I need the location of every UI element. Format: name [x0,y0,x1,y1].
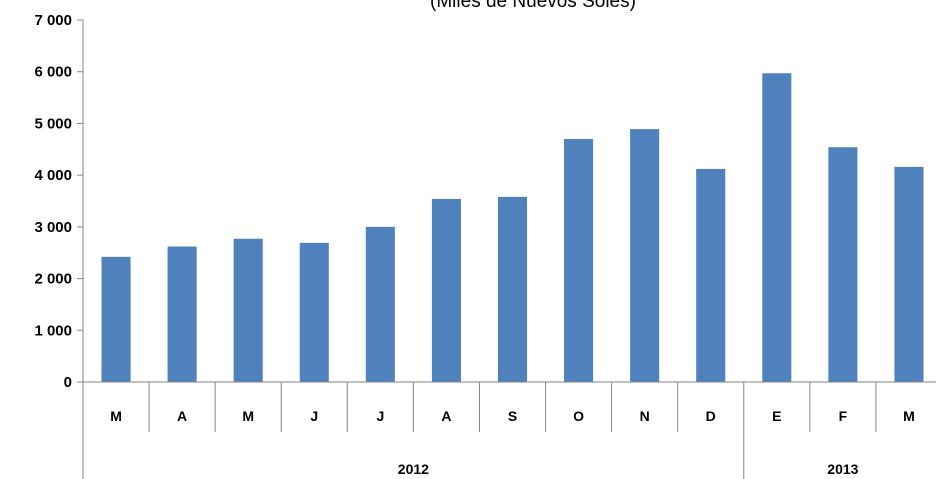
x-tick-label: S [508,408,517,424]
y-tick-label: 2 000 [34,271,72,288]
bar [828,147,858,382]
y-tick-label: 7 000 [34,12,72,29]
x-tick-label: M [110,408,122,424]
bar [762,73,792,382]
x-tick-label: J [310,408,318,424]
x-tick-label: O [573,408,584,424]
x-tick-label: M [242,408,254,424]
y-tick-label: 4 000 [34,167,72,184]
x-tick-label: N [640,408,650,424]
bars [101,73,924,382]
x-group-label: 2012 [398,461,429,477]
x-group-label: 2013 [827,461,858,477]
chart-subtitle: (Miles de Nuevos Soles) [430,0,636,12]
bar [696,168,726,382]
bar [299,242,329,382]
bar [497,196,528,382]
bar [101,256,131,382]
x-tick-label: F [839,408,848,424]
x-tick-label: A [177,408,187,424]
x-tick-label: M [903,408,915,424]
bar [233,238,263,382]
x-tick-label: A [441,408,451,424]
bar [365,226,395,382]
bar [894,166,924,382]
y-tick-label: 5 000 [34,115,72,132]
bar [630,129,660,382]
y-tick-label: 1 000 [34,322,72,339]
x-tick-label: E [772,408,781,424]
bar [564,138,594,382]
bar [167,246,197,382]
y-tick-label: 0 [64,374,72,391]
bar [431,198,461,382]
x-axis: M A M J J A S O N D E F M 2012 2013 [77,381,936,479]
x-tick-label: D [706,408,716,424]
x-tick-label: J [376,408,384,424]
y-tick-label: 6 000 [34,64,72,81]
y-axis: 0 1 000 2 000 3 000 4 000 5 000 6 000 7 000 [34,12,84,391]
y-tick-label: 3 000 [34,219,72,236]
